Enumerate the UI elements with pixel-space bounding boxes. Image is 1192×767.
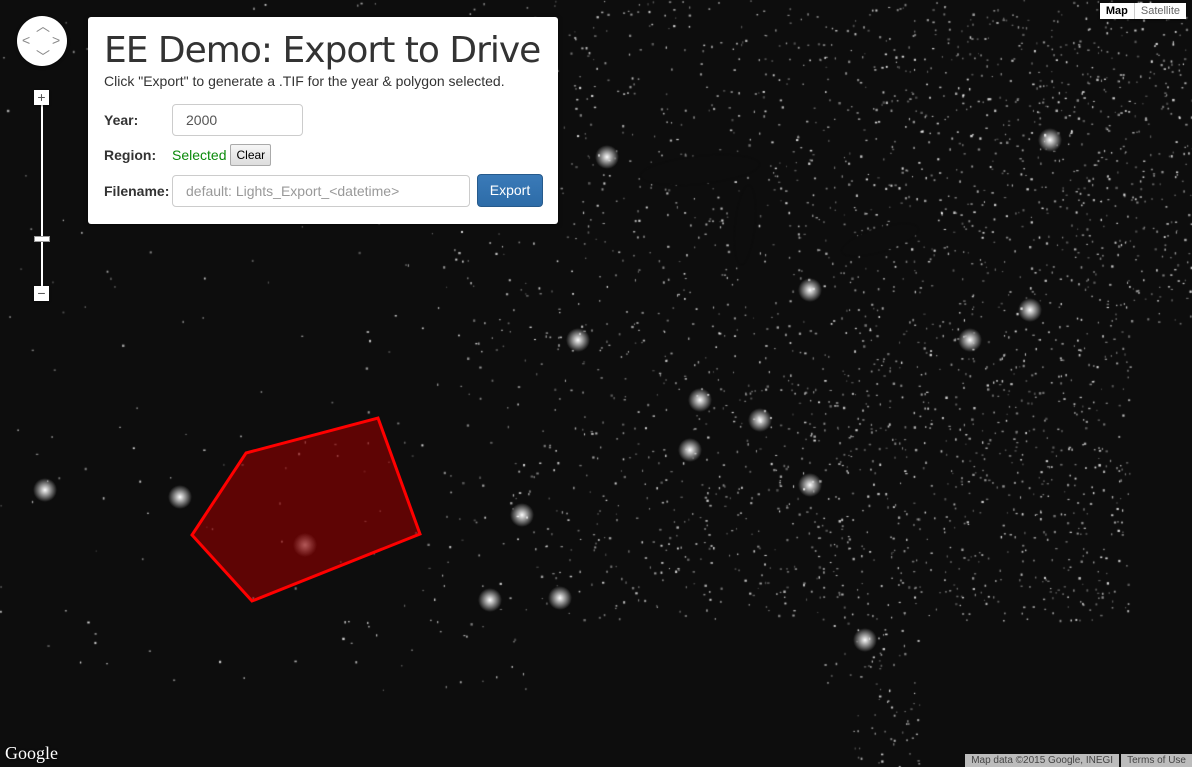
instructions: Click "Export" to generate a .TIF for th… <box>104 73 505 89</box>
export-button[interactable]: Export <box>477 174 543 207</box>
region-label: Region: <box>104 147 157 163</box>
selected-region-polygon[interactable] <box>190 416 422 603</box>
attribution-bar: Map data ©2015 Google, INEGI Terms of Us… <box>963 754 1192 767</box>
region-status: Selected <box>172 147 227 163</box>
pan-right-icon[interactable]: > <box>52 32 61 48</box>
map-type-satellite-button[interactable]: Satellite <box>1134 3 1186 19</box>
zoom-out-button[interactable]: − <box>34 286 49 301</box>
year-input[interactable]: 2000 <box>172 104 303 136</box>
clear-button[interactable]: Clear <box>230 144 272 166</box>
pan-control[interactable]: ︿ ﹀ < > <box>17 16 67 66</box>
map-data-attribution: Map data ©2015 Google, INEGI <box>965 754 1120 767</box>
map-type-control: Map Satellite <box>1099 3 1186 19</box>
page-title: EE Demo: Export to Drive <box>104 30 541 71</box>
zoom-slider-handle[interactable] <box>34 236 50 242</box>
year-label: Year: <box>104 112 139 128</box>
pan-down-icon[interactable]: ﹀ <box>36 49 50 65</box>
pan-left-icon[interactable]: < <box>22 32 31 48</box>
filename-input[interactable]: default: Lights_Export_<datetime> <box>172 174 470 207</box>
terms-of-use-link[interactable]: Terms of Use <box>1121 754 1192 767</box>
zoom-slider-track[interactable] <box>41 105 43 287</box>
pan-up-icon[interactable]: ︿ <box>36 18 50 34</box>
filename-label: Filename: <box>104 182 170 199</box>
export-panel: EE Demo: Export to Drive Click "Export" … <box>88 17 558 224</box>
map-type-map-button[interactable]: Map <box>1099 3 1135 19</box>
zoom-in-button[interactable]: + <box>34 90 49 105</box>
google-logo: Google <box>5 743 58 763</box>
